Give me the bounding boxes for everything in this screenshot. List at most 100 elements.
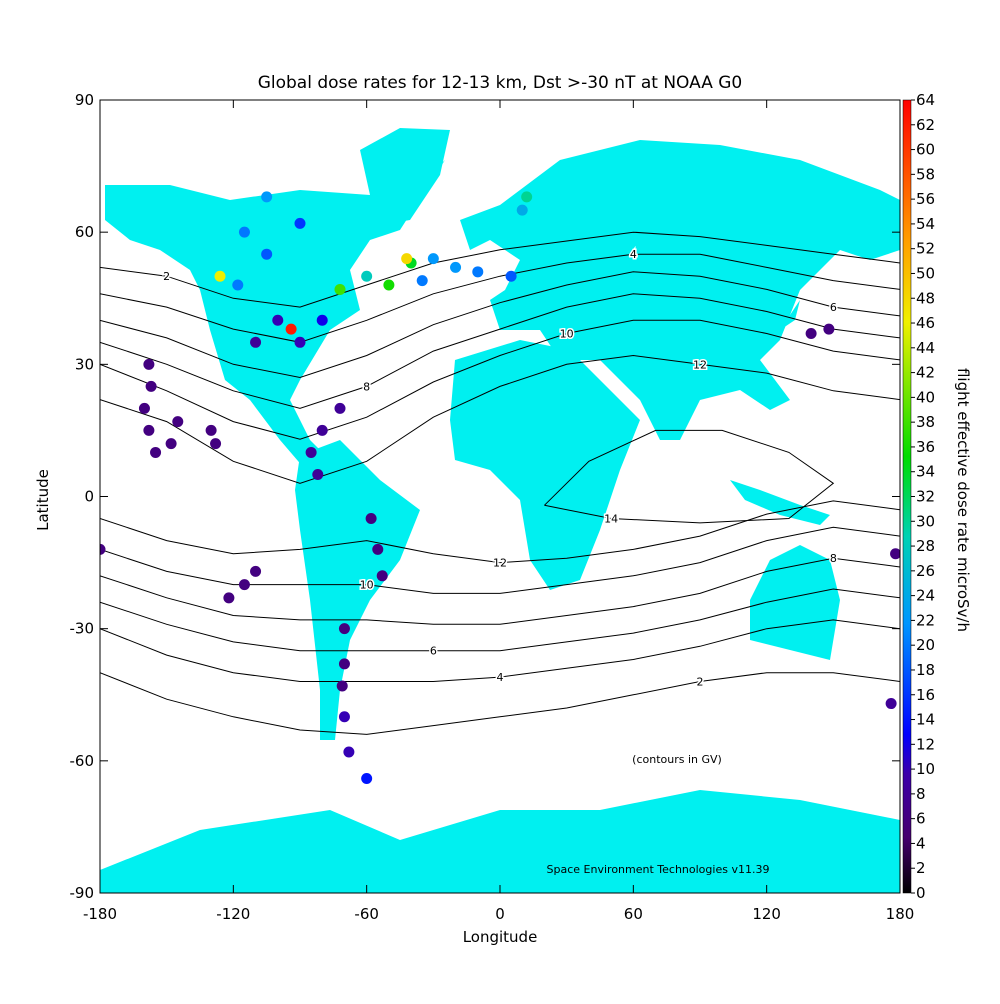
flight-point	[143, 358, 155, 370]
x-tick-label: -180	[83, 905, 117, 923]
contour-label: 10	[560, 327, 574, 340]
australia	[750, 545, 840, 660]
flight-point	[890, 548, 900, 560]
flight-point	[165, 438, 177, 450]
flight-point	[305, 446, 317, 458]
contour-label: 6	[430, 645, 437, 658]
x-tick-label: 180	[886, 905, 915, 923]
colorbar-tick-label: 40	[916, 388, 935, 406]
y-tick-label: -90	[70, 884, 95, 902]
flight-point	[516, 204, 528, 216]
colorbar-tick-label: 52	[916, 240, 935, 258]
south-america	[295, 440, 420, 740]
flight-point	[143, 424, 155, 436]
colorbar-tick-label: 26	[916, 562, 935, 580]
japan	[780, 280, 805, 330]
colorbar-tick-label: 54	[916, 215, 935, 233]
flight-point	[372, 543, 384, 555]
colorbar-tick-label: 0	[916, 884, 926, 902]
flight-point	[232, 279, 244, 291]
flight-point	[361, 772, 373, 784]
y-tick-label: 60	[75, 223, 94, 241]
flight-point	[885, 698, 897, 710]
flight-point	[401, 253, 413, 265]
annotation: (contours in GV)	[632, 753, 722, 766]
flight-point	[285, 323, 297, 335]
contour-label: 8	[830, 552, 837, 565]
y-tick-label: -30	[70, 620, 95, 638]
flight-point	[823, 323, 835, 335]
flight-point	[223, 592, 235, 604]
flight-point	[383, 279, 395, 291]
colorbar-tick-label: 12	[916, 735, 935, 753]
flight-point	[343, 746, 355, 758]
flight-point	[294, 217, 306, 229]
flight-point	[338, 658, 350, 670]
flight-point	[214, 270, 226, 282]
flight-point	[294, 336, 306, 348]
antarctica	[100, 790, 900, 893]
flight-point	[334, 283, 346, 295]
contour-line	[100, 319, 900, 440]
colorbar-tick-label: 6	[916, 810, 926, 828]
flight-point	[416, 275, 428, 287]
flight-point	[250, 336, 262, 348]
x-tick-label: -60	[354, 905, 379, 923]
flight-point	[450, 261, 462, 273]
flight-point	[138, 402, 150, 414]
y-axis-label: Latitude	[34, 469, 52, 531]
contour-line	[100, 588, 900, 652]
chart-title: Global dose rates for 12-13 km, Dst >-30…	[258, 73, 743, 93]
contour-line	[100, 619, 900, 682]
flight-point	[145, 380, 157, 392]
flight-point	[238, 579, 250, 591]
flight-point	[272, 314, 284, 326]
flight-point	[250, 565, 262, 577]
flight-point	[210, 438, 222, 450]
greenland	[360, 128, 450, 225]
flight-point	[316, 424, 328, 436]
colorbar-tick-label: 10	[916, 760, 935, 778]
flight-point	[316, 314, 328, 326]
contour-label: 10	[360, 579, 374, 592]
colorbar-tick-label: 60	[916, 141, 935, 159]
colorbar-tick-label: 56	[916, 190, 935, 208]
colorbar-tick-label: 8	[916, 785, 926, 803]
flight-point	[365, 513, 377, 525]
flight-point	[338, 623, 350, 635]
eurasia	[460, 140, 900, 440]
contour-line	[100, 500, 900, 564]
contour-line	[100, 557, 900, 625]
flight-point	[150, 446, 162, 458]
colorbar-tick-label: 48	[916, 289, 935, 307]
x-tick-label: -120	[216, 905, 250, 923]
x-tick-label: 120	[752, 905, 781, 923]
contour-line	[100, 354, 900, 484]
colorbar-tick-label: 62	[916, 116, 935, 134]
contour-label: 12	[693, 358, 707, 371]
colorbar-tick-label: 64	[916, 91, 935, 109]
colorbar-tick-label: 20	[916, 636, 935, 654]
contour-label: 2	[163, 270, 170, 283]
y-tick-label: 90	[75, 91, 94, 109]
contour-line	[100, 526, 900, 594]
y-tick-label: 0	[84, 488, 94, 506]
flight-point	[172, 416, 184, 428]
indonesia	[730, 480, 830, 525]
contour-label: 2	[697, 676, 704, 689]
colorbar-tick-label: 36	[916, 438, 935, 456]
colorbar-tick-label: 18	[916, 661, 935, 679]
colorbar-label: flight effective dose rate microSv/h	[954, 368, 972, 632]
flight-point	[361, 270, 373, 282]
africa	[450, 340, 640, 590]
colorbar	[902, 99, 912, 894]
flight-point	[312, 468, 324, 480]
flight-point	[100, 543, 106, 555]
colorbar-tick-label: 58	[916, 165, 935, 183]
flight-point	[205, 424, 217, 436]
flight-point	[238, 226, 250, 238]
land	[100, 128, 900, 893]
colorbar-tick-label: 44	[916, 339, 935, 357]
contour-label: 14	[604, 513, 618, 526]
colorbar-tick-label: 2	[916, 859, 926, 877]
